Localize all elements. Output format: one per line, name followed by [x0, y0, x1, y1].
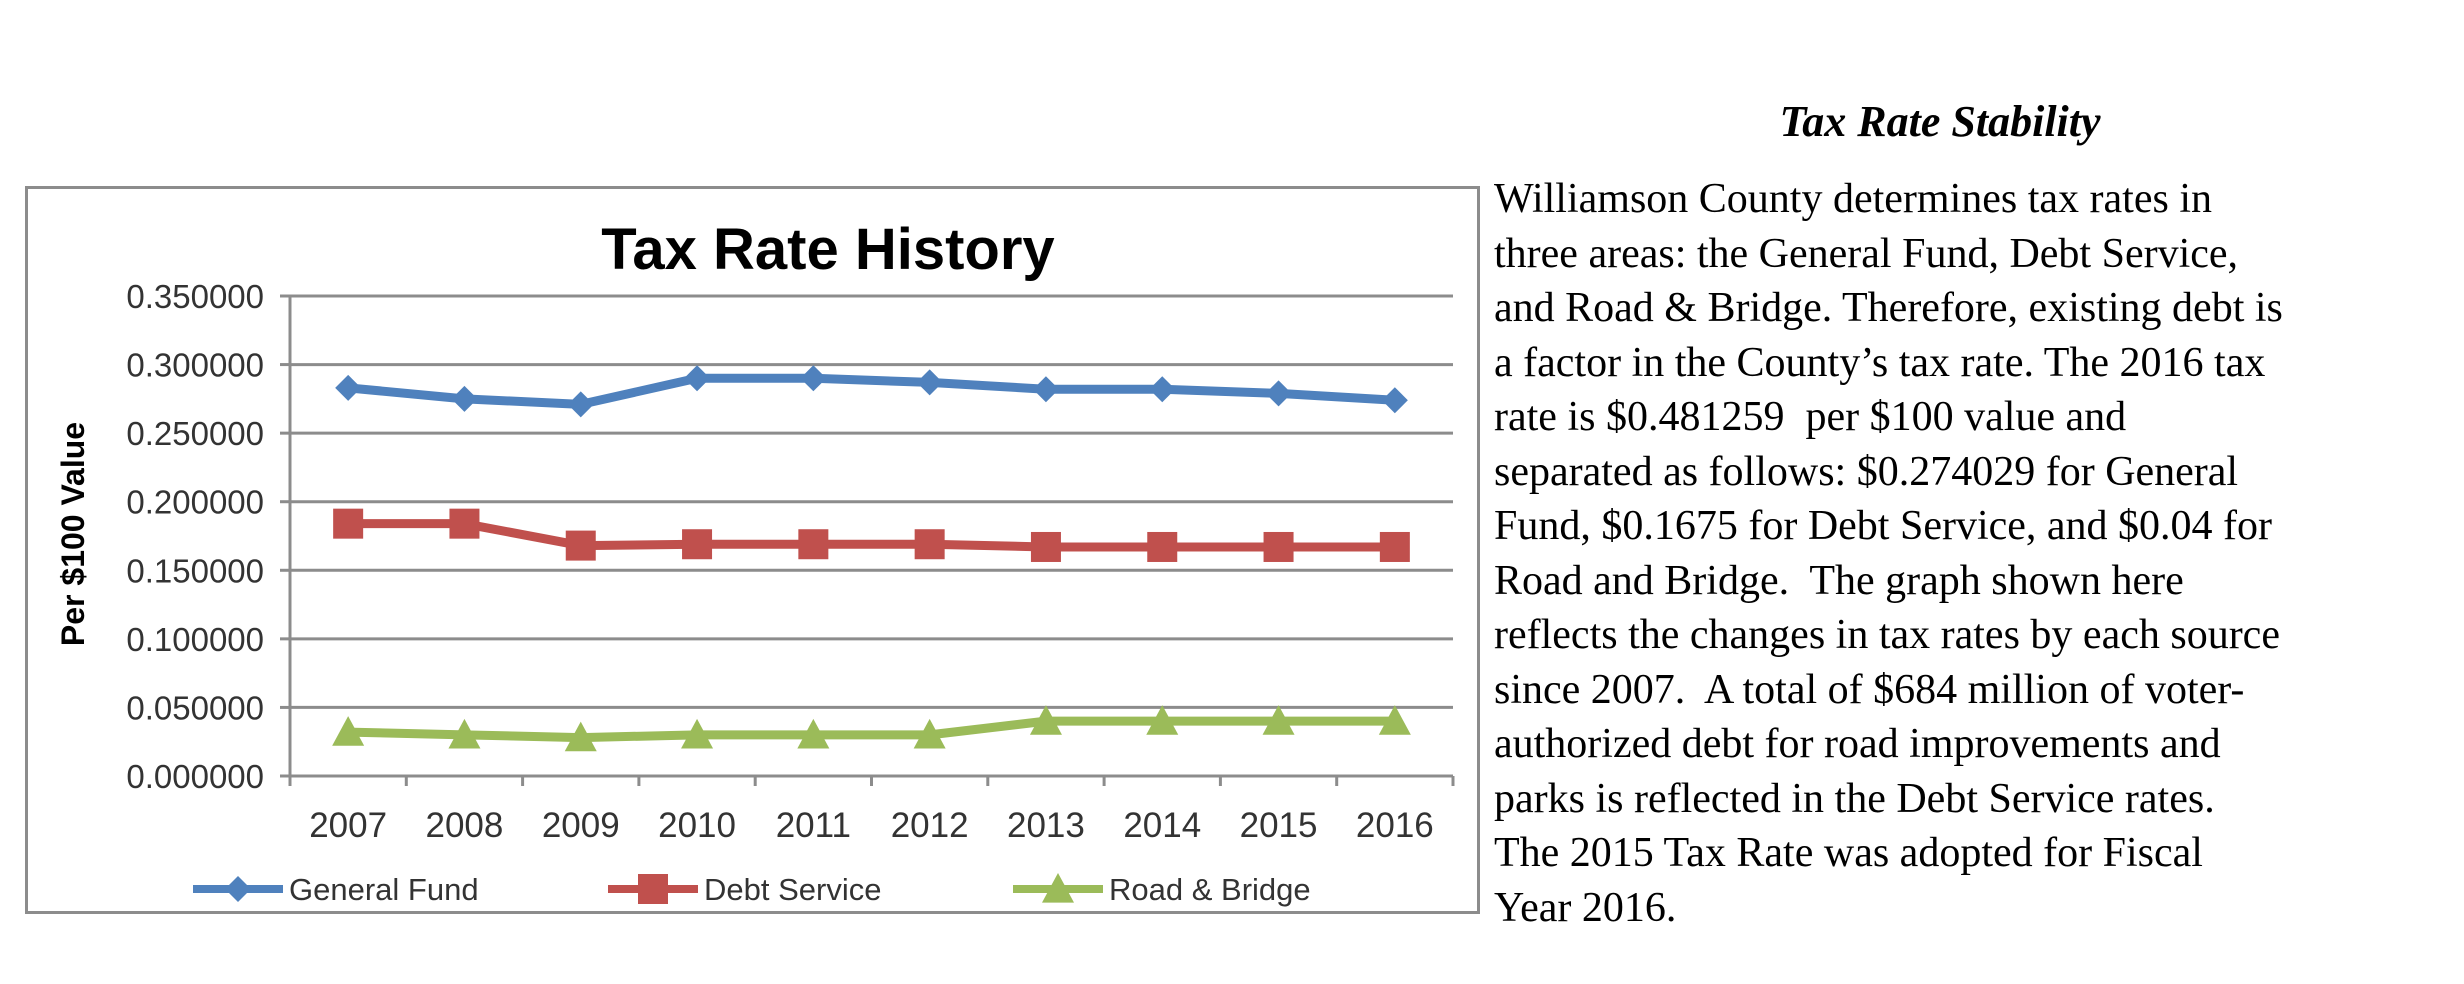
side-text-line: Road and Bridge. The graph shown here — [1494, 557, 2184, 604]
general-fund-point — [800, 365, 827, 392]
side-text-line: separated as follows: $0.274029 for Gene… — [1494, 448, 2239, 495]
x-tick-label: 2007 — [309, 806, 387, 845]
side-text-line: rate is $0.481259 per $100 value and — [1494, 394, 2127, 440]
road-bridge-point — [681, 718, 714, 749]
x-tick-label: 2016 — [1356, 806, 1434, 845]
chart-frame: Tax Rate History 0.000000 0.050000 0.10000… — [25, 186, 1480, 914]
debt-service-line — [348, 519, 1395, 552]
x-tick-label: 2011 — [776, 806, 851, 845]
general-fund-point — [567, 391, 594, 418]
side-text: Williamson County determines tax rates i… — [1494, 172, 2454, 935]
debt-service-point — [798, 529, 829, 560]
debt-service-point — [682, 529, 713, 560]
general-fund-line — [347, 373, 1396, 409]
debt-service-point — [1263, 531, 1294, 562]
side-text-line: Year 2016. — [1494, 884, 1677, 931]
road-bridge-point — [448, 718, 481, 749]
side-text-line: reflects the changes in tax rates by eac… — [1494, 612, 2280, 658]
road-bridge-point — [913, 718, 946, 749]
road-bridge-point — [564, 721, 597, 752]
y-tick-label: 0.200000 — [126, 484, 264, 521]
general-fund-point — [1032, 376, 1059, 403]
debt-service-point — [565, 530, 596, 561]
general-fund-point — [335, 374, 362, 401]
general-fund-point — [451, 385, 478, 412]
side-text-line: three areas: the General Fund, Debt Serv… — [1494, 230, 2239, 277]
debt-service-point — [914, 529, 945, 560]
debt-service-point — [1147, 531, 1178, 562]
general-fund-point — [1381, 387, 1408, 414]
debt-service-point — [1030, 531, 1061, 562]
general-fund-point — [916, 369, 943, 396]
x-tick-label: 2009 — [542, 806, 620, 845]
side-text-line: parks is reflected in the Debt Service r… — [1494, 775, 2215, 822]
legend-label-road-bridge: Road & Bridge — [1109, 872, 1311, 907]
legend-marker-debt-service — [638, 874, 668, 904]
x-tick-label: 2010 — [658, 806, 736, 845]
side-title: Tax Rate Stability — [1779, 97, 2101, 146]
x-tick-label: 2013 — [1007, 806, 1085, 845]
road-bridge-point — [1378, 705, 1411, 735]
y-axis-label: Per $100 Value — [55, 422, 91, 646]
side-text-line: a factor in the County’s tax rate. The 2… — [1494, 339, 2266, 386]
side-text-line: authorized debt for road improvements an… — [1494, 721, 2221, 767]
road-bridge-line — [348, 716, 1395, 743]
side-text-line: Fund, $0.1675 for Debt Service, and $0.0… — [1494, 503, 2273, 549]
road-bridge-point — [1029, 705, 1062, 735]
road-bridge-point — [1146, 705, 1179, 735]
side-text-line: and Road & Bridge. Therefore, existing d… — [1494, 285, 2283, 331]
y-tick-label: 0.000000 — [126, 758, 264, 795]
y-tick-label: 0.100000 — [126, 621, 264, 658]
x-tick-label: 2014 — [1123, 806, 1201, 845]
road-bridge-point — [332, 716, 365, 746]
y-tick-label: 0.250000 — [126, 415, 264, 452]
general-fund-point — [684, 365, 711, 392]
y-tick-label: 0.350000 — [126, 278, 264, 315]
y-tick-label: 0.300000 — [126, 347, 264, 384]
legend-label-debt-service: Debt Service — [704, 872, 881, 907]
side-text-line: The 2015 Tax Rate was adopted for Fiscal — [1494, 830, 2203, 876]
legend-marker-general-fund — [225, 876, 251, 902]
side-text-line: since 2007. A total of $684 million of v… — [1494, 666, 2245, 713]
y-tick-label: 0.150000 — [126, 552, 264, 589]
road-bridge-point — [1262, 705, 1295, 735]
tax-rate-chart: Tax Rate History 0.000000 0.050000 0.10000… — [55, 217, 1455, 907]
debt-service-point — [1379, 531, 1410, 562]
x-tick-label: 2015 — [1240, 806, 1318, 845]
x-tick-label: 2012 — [891, 806, 969, 845]
road-bridge-point — [797, 718, 830, 749]
chart-title: Tax Rate History — [601, 217, 1054, 282]
debt-service-point — [333, 508, 364, 539]
general-fund-point — [1265, 380, 1292, 407]
legend-marker-road-bridge — [1042, 873, 1074, 903]
x-tick-label: 2008 — [426, 806, 504, 845]
y-tick-label: 0.050000 — [126, 689, 264, 726]
side-text-line: Williamson County determines tax rates i… — [1494, 176, 2212, 222]
debt-service-point — [449, 508, 480, 539]
general-fund-point — [1149, 376, 1176, 403]
legend-label-general-fund: General Fund — [289, 872, 479, 907]
